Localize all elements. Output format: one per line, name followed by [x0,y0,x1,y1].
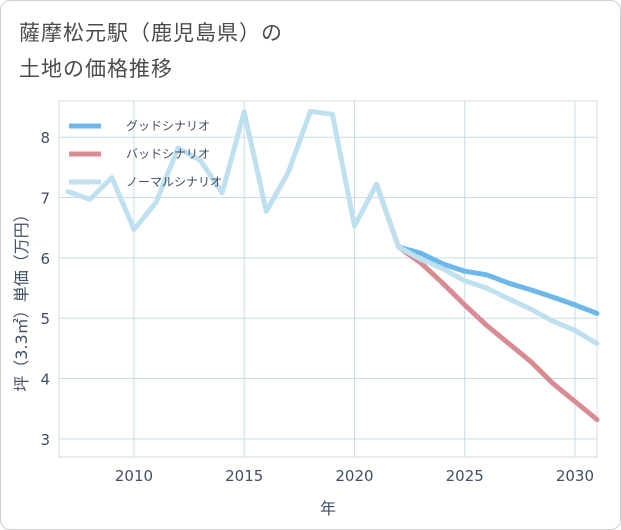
x-tick-label: 2025 [446,467,484,485]
y-tick-label: 7 [40,190,50,208]
y-tick-label: 4 [40,371,50,389]
x-axis-title: 年 [320,499,336,518]
y-axis-title: 坪（3.3㎡）単価（万円） [12,206,31,391]
axis-ticks: 2010 2015 2020 2025 2030 3 4 5 6 7 8 [40,129,594,485]
y-tick-label: 8 [40,129,50,147]
legend-label-bad: バッドシナリオ [126,147,210,161]
x-tick-label: 2020 [335,467,373,485]
x-tick-label: 2015 [225,467,263,485]
chart-title-line-2: 土地の価格推移 [19,57,173,81]
series-lines [65,108,600,423]
legend-label-good: グッドシナリオ [126,119,210,133]
y-tick-label: 3 [40,431,50,449]
chart-title: 薩摩松元駅（鹿児島県）の 土地の価格推移 [19,15,283,87]
x-tick-label: 2030 [556,467,594,485]
y-tick-label: 5 [40,310,50,328]
y-tick-label: 6 [40,250,50,268]
plot-area [58,100,598,458]
series-line-normal [65,108,600,347]
grid-lines [58,100,598,458]
chart-title-line-1: 薩摩松元駅（鹿児島県）の [19,21,283,45]
series-line-good [396,244,600,316]
legend-label-normal: ノーマルシナリオ [126,175,222,189]
x-tick-label: 2010 [115,467,153,485]
